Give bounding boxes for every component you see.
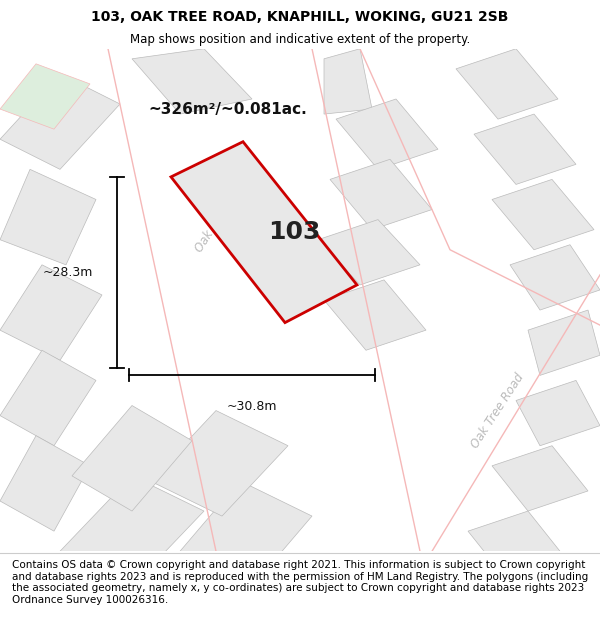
Polygon shape [324, 280, 426, 350]
Text: Oak Tree Road: Oak Tree Road [469, 371, 527, 451]
Text: Contains OS data © Crown copyright and database right 2021. This information is : Contains OS data © Crown copyright and d… [12, 560, 588, 605]
Polygon shape [510, 245, 600, 310]
Polygon shape [474, 114, 576, 184]
Text: 103: 103 [268, 219, 320, 244]
Polygon shape [150, 411, 288, 516]
Polygon shape [0, 64, 90, 129]
Polygon shape [0, 74, 120, 169]
Polygon shape [456, 49, 558, 119]
Polygon shape [336, 49, 600, 551]
Polygon shape [0, 350, 96, 446]
Polygon shape [492, 179, 594, 250]
Polygon shape [72, 406, 192, 511]
Text: 103, OAK TREE ROAD, KNAPHILL, WOKING, GU21 2SB: 103, OAK TREE ROAD, KNAPHILL, WOKING, GU… [91, 10, 509, 24]
Polygon shape [180, 481, 312, 586]
Polygon shape [336, 99, 438, 169]
Polygon shape [171, 142, 357, 322]
Text: ~28.3m: ~28.3m [43, 266, 93, 279]
Text: Map shows position and indicative extent of the property.: Map shows position and indicative extent… [130, 33, 470, 46]
Polygon shape [318, 219, 420, 285]
Polygon shape [60, 476, 204, 586]
Polygon shape [108, 49, 420, 551]
Polygon shape [0, 169, 96, 265]
Polygon shape [0, 436, 90, 531]
Polygon shape [492, 446, 588, 511]
Polygon shape [528, 310, 600, 376]
Polygon shape [0, 265, 102, 360]
Text: ~326m²/~0.081ac.: ~326m²/~0.081ac. [149, 101, 307, 116]
Text: ~30.8m: ~30.8m [227, 401, 277, 414]
Text: Oak Tree Road: Oak Tree Road [193, 175, 251, 254]
Polygon shape [468, 511, 564, 576]
Polygon shape [132, 49, 252, 114]
Polygon shape [324, 49, 372, 114]
Polygon shape [516, 381, 600, 446]
Polygon shape [330, 159, 432, 229]
